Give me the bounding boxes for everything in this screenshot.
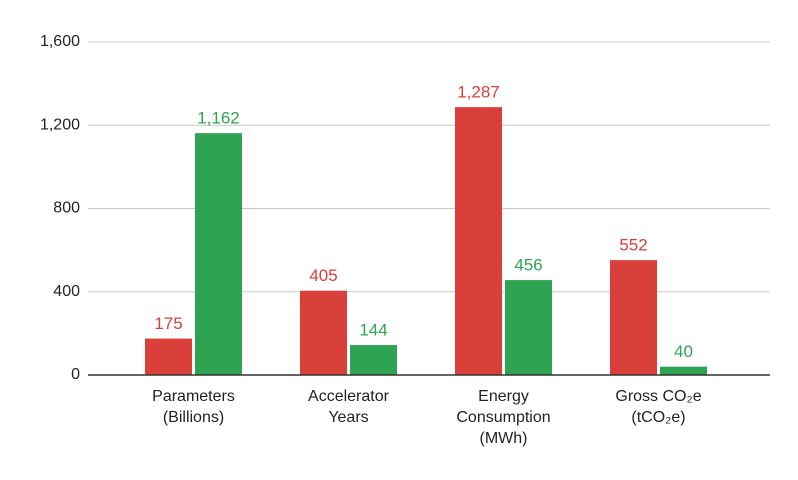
y-tick-label: 400 [53, 283, 80, 300]
value-label: 405 [309, 266, 337, 285]
y-tick-label: 1,600 [40, 33, 80, 50]
x-tick-label-line: Years [328, 409, 368, 426]
bar [660, 366, 707, 375]
bar [505, 280, 552, 375]
x-tick-label-line: Energy [478, 388, 529, 405]
x-tick-label-line: (MWh) [480, 430, 528, 447]
bar [610, 260, 657, 375]
x-tick-label: Accelerator Years [308, 388, 390, 426]
value-label: 1,162 [197, 109, 240, 128]
value-label: 552 [619, 236, 647, 255]
x-tick-label-line: (Billions) [163, 409, 224, 426]
value-label: 175 [154, 314, 182, 333]
x-tick-label-line: Accelerator [308, 388, 390, 405]
y-tick-label: 1,200 [40, 116, 80, 133]
bar [145, 338, 192, 375]
bar [350, 345, 397, 375]
x-tick-label-line: Consumption [456, 409, 550, 426]
bar [300, 290, 347, 375]
y-tick-label: 800 [53, 200, 80, 217]
value-label: 1,287 [457, 83, 500, 102]
y-tick-label: 0 [71, 366, 80, 383]
value-label: 144 [359, 321, 387, 340]
value-label: 40 [674, 342, 693, 361]
bar [455, 107, 502, 375]
x-tick-label: Parameters (Billions) [152, 388, 235, 426]
x-tick-label-line: (tCO₂e) [631, 409, 685, 426]
x-tick-label: Gross CO₂e (tCO₂e) [615, 388, 701, 426]
bar [195, 133, 242, 375]
x-tick-label-line: Gross CO₂e [615, 388, 701, 405]
x-tick-label: Energy Consumption (MWh) [456, 388, 550, 447]
x-tick-label-line: Parameters [152, 388, 235, 405]
value-label: 456 [514, 256, 542, 275]
